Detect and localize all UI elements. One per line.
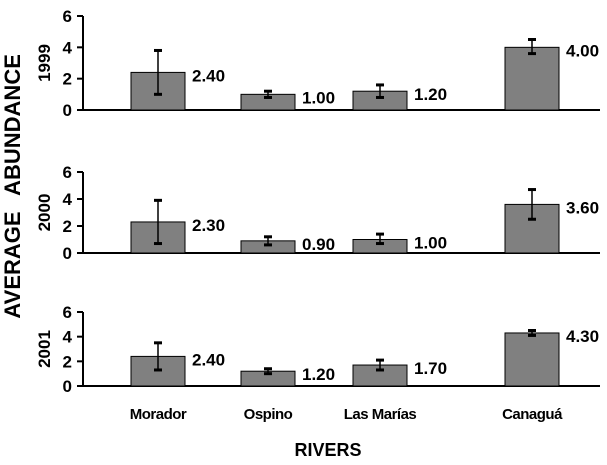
panel-1999: 0 2 4 6 1999 2.40 1.00 1.20 4.00 xyxy=(35,7,600,120)
data-label: 0.90 xyxy=(302,235,335,254)
data-label: 1.70 xyxy=(414,359,447,378)
data-label: 4.30 xyxy=(566,327,599,346)
y-axis-title-abundance: ABUNDANCE xyxy=(0,54,25,196)
y-tick-label: 4 xyxy=(63,328,73,347)
y-tick-label: 2 xyxy=(63,70,72,89)
y-tick-label: 6 xyxy=(63,303,72,322)
x-category-label: Morador xyxy=(130,406,187,423)
data-label: 2.30 xyxy=(192,216,225,235)
panel-year-label: 2001 xyxy=(35,330,54,368)
y-tick-label: 6 xyxy=(63,163,72,182)
bar-Canaguá xyxy=(504,332,560,387)
x-category-labels: Morador Ospino Las Marías Canaguá xyxy=(130,406,564,423)
y-tick-label: 0 xyxy=(63,244,72,263)
y-tick-label: 0 xyxy=(63,377,72,396)
data-label: 1.00 xyxy=(302,88,335,107)
data-label: 3.60 xyxy=(566,198,599,217)
data-label: 2.40 xyxy=(192,66,225,85)
y-axis-title-average: AVERAGE xyxy=(0,211,25,318)
y-tick-label: 6 xyxy=(63,7,72,26)
y-tick-label: 2 xyxy=(63,352,72,371)
panel-year-label: 1999 xyxy=(35,44,54,82)
data-label: 1.20 xyxy=(414,85,447,104)
data-label: 1.20 xyxy=(302,365,335,384)
panel-2001: 0 2 4 6 2001 2.40 1.20 1.70 4.30 xyxy=(35,303,600,396)
x-axis-title: RIVERS xyxy=(294,440,361,460)
bar-Canaguá xyxy=(504,46,560,111)
y-tick-label: 0 xyxy=(63,101,72,120)
data-label: 4.00 xyxy=(566,41,599,60)
panel-year-label: 2000 xyxy=(35,194,54,232)
y-tick-label: 4 xyxy=(63,190,73,209)
y-tick-label: 4 xyxy=(63,38,73,57)
x-category-label: Canaguá xyxy=(502,406,563,423)
data-label: 1.00 xyxy=(414,234,447,253)
y-tick-label: 2 xyxy=(63,217,72,236)
data-label: 2.40 xyxy=(192,350,225,369)
panels: 0 2 4 6 1999 2.40 1.00 1.20 4.00 0 2 4 6 2000 2.30 0.90… xyxy=(35,7,600,396)
x-category-label: Las Marías xyxy=(344,406,417,423)
x-category-label: Ospino xyxy=(244,406,293,423)
panel-2000: 0 2 4 6 2000 2.30 0.90 1.00 3.60 xyxy=(35,163,600,263)
